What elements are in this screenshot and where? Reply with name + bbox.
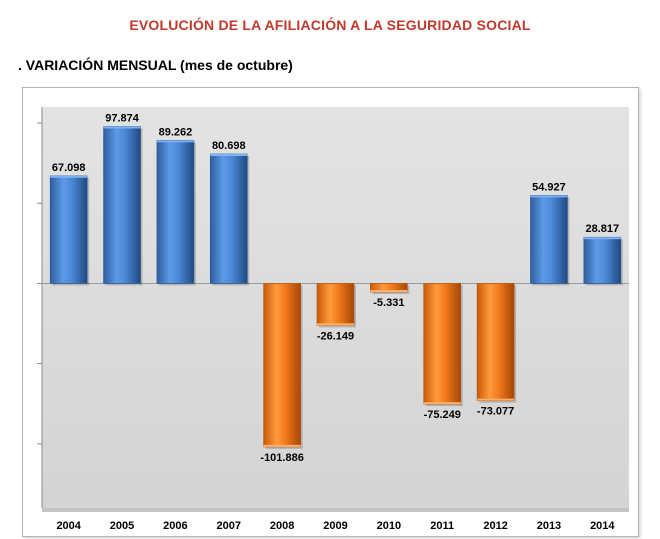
- x-tick-label: 2010: [377, 520, 401, 532]
- x-tick-label: 2012: [483, 520, 507, 532]
- plot-floor: [42, 508, 629, 512]
- data-label: -26.149: [317, 330, 354, 342]
- data-label: -5.331: [373, 297, 404, 309]
- data-label: -101.886: [260, 452, 303, 464]
- x-tick-label: 2014: [590, 520, 615, 532]
- bar: [316, 283, 355, 326]
- bar: [209, 153, 248, 284]
- bar-cap: [530, 195, 568, 198]
- data-label: -75.249: [424, 409, 461, 421]
- x-tick-label: 2005: [110, 520, 134, 532]
- chart-subtitle: . VARIACIÓN MENSUAL (mes de octubre): [18, 57, 293, 73]
- bar: [423, 283, 462, 405]
- bar-cap: [317, 323, 354, 326]
- bar: [530, 195, 568, 284]
- bar-cap: [50, 175, 88, 178]
- bar: [583, 236, 622, 284]
- bar-cap: [210, 154, 248, 157]
- data-label: 28.817: [585, 223, 619, 235]
- bar-cap: [156, 140, 194, 143]
- data-label: -73.077: [477, 406, 514, 418]
- data-label: 54.927: [532, 181, 566, 193]
- data-label: 80.698: [212, 140, 246, 152]
- x-tick-label: 2004: [56, 520, 81, 532]
- x-tick-label: 2009: [323, 520, 347, 532]
- bar-cap: [370, 289, 408, 292]
- bar-cap: [477, 398, 515, 401]
- x-tick-label: 2008: [270, 520, 294, 532]
- bar: [103, 126, 141, 284]
- data-label: 67.098: [52, 162, 86, 174]
- x-tick-label: 2013: [537, 520, 561, 532]
- bar-cap: [263, 444, 301, 447]
- bar: [476, 283, 515, 401]
- bar-cap: [583, 237, 621, 240]
- data-label: 89.262: [159, 126, 193, 138]
- bar: [49, 175, 88, 284]
- x-tick-label: 2006: [163, 520, 187, 532]
- x-tick-label: 2007: [217, 520, 241, 532]
- chart-title: EVOLUCIÓN DE LA AFILIACIÓN A LA SEGURIDA…: [129, 17, 531, 33]
- bar: [156, 139, 195, 284]
- bar-cap: [103, 126, 141, 129]
- bar-cap: [423, 402, 461, 405]
- bar: [263, 283, 301, 448]
- data-label: 97.874: [105, 112, 140, 124]
- x-tick-label: 2011: [430, 520, 454, 532]
